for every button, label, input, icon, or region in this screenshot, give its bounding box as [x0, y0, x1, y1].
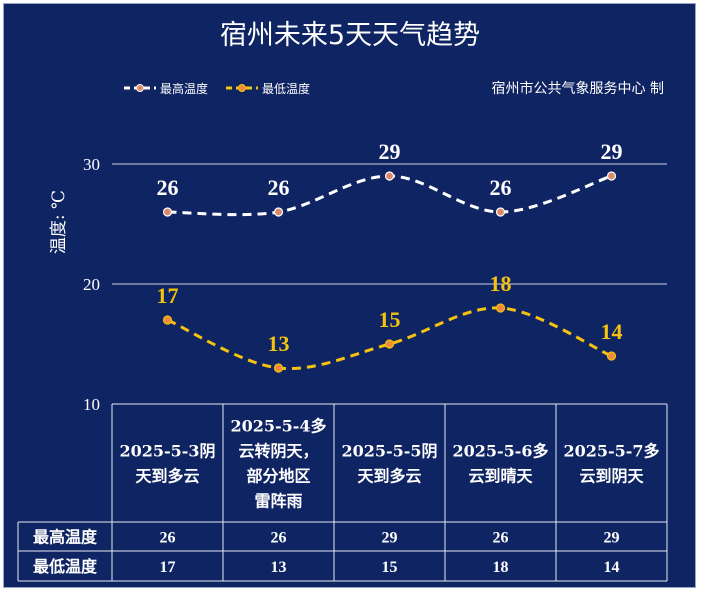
point-high [495, 207, 506, 217]
data-label-high: 26 [157, 175, 179, 200]
category-label: 2025-5-7多 [563, 442, 659, 461]
y-ticks: 10 20 30 [83, 155, 100, 414]
legend: 最高温度 最低温度 [124, 81, 310, 96]
category-label: 云转阴天， [238, 442, 318, 461]
data-label-low: 17 [157, 283, 179, 308]
table-cell-low: 15 [382, 559, 398, 576]
data-label-low: 13 [268, 331, 290, 356]
legend-item-low: 最低温度 [226, 81, 310, 96]
legend-item-high: 最高温度 [124, 81, 208, 96]
series-line-high [167, 174, 612, 217]
category-label: 2025-5-3阴 [119, 442, 215, 461]
y-tick-label: 30 [83, 155, 100, 174]
y-tick-label: 20 [83, 275, 100, 294]
table-cell-low: 14 [604, 559, 620, 576]
data-label-low: 14 [601, 319, 623, 344]
category-label: 2025-5-6多 [452, 442, 548, 461]
data-label-low: 15 [379, 307, 401, 332]
table-cell-low: 13 [271, 559, 287, 576]
table-cell-high: 29 [382, 530, 398, 547]
data-label-high: 29 [601, 139, 623, 164]
category-label: 天到多云 [135, 467, 199, 486]
table-cell-high: 29 [604, 530, 620, 547]
table-row-header-high: 最高温度 [33, 528, 98, 547]
series-line-low [166, 306, 613, 371]
point-low [162, 315, 173, 325]
source-credit: 宿州市公共气象服务中心 制 [492, 80, 664, 97]
category-label: 2025-5-5阴 [341, 442, 437, 461]
table-cell-high: 26 [493, 530, 509, 547]
point-high [162, 207, 173, 217]
grid-lines [112, 163, 667, 405]
point-low [384, 339, 395, 349]
category-label: 云到阴天 [579, 467, 644, 486]
category-label: 部分地区 [246, 467, 310, 486]
table-cell-high: 26 [271, 530, 287, 547]
data-label-high: 26 [490, 175, 512, 200]
data-label-low: 18 [490, 271, 512, 296]
data-label-high: 29 [379, 139, 401, 164]
table-cell-low: 18 [493, 559, 509, 576]
chart-title: 宿州未来5天天气趋势 [220, 20, 480, 51]
point-high [273, 207, 284, 217]
table-row-header-low: 最低温度 [33, 557, 98, 576]
category-label: 雷阵雨 [254, 492, 302, 511]
category-label: 云到晴天 [468, 467, 533, 486]
data-table: 2025-5-3阴天到多云2025-5-4多云转阴天，部分地区雷阵雨2025-5… [17, 403, 668, 582]
y-axis-label: 温度: ℃ [49, 190, 69, 254]
category-label: 2025-5-4多 [230, 417, 326, 436]
chart-frame: 宿州未来5天天气趋势 最高温度 最低温度 宿州市公共气象服务中心 制 温度: ℃… [3, 3, 696, 588]
point-low [273, 363, 284, 373]
category-label: 天到多云 [357, 467, 421, 486]
point-low [495, 303, 506, 313]
table-cell-low: 17 [160, 559, 176, 576]
point-high [384, 171, 395, 181]
data-label-high: 26 [268, 175, 290, 200]
point-high [606, 171, 617, 181]
point-low [606, 351, 617, 361]
y-tick-label: 10 [83, 395, 100, 414]
temperature-chart: 宿州未来5天天气趋势 最高温度 最低温度 宿州市公共气象服务中心 制 温度: ℃… [17, 20, 668, 582]
series: 26 26 29 26 29 17 13 15 18 14 [157, 139, 623, 373]
legend-label-low: 最低温度 [262, 81, 310, 96]
table-cell-high: 26 [160, 530, 176, 547]
legend-label-high: 最高温度 [160, 81, 208, 96]
